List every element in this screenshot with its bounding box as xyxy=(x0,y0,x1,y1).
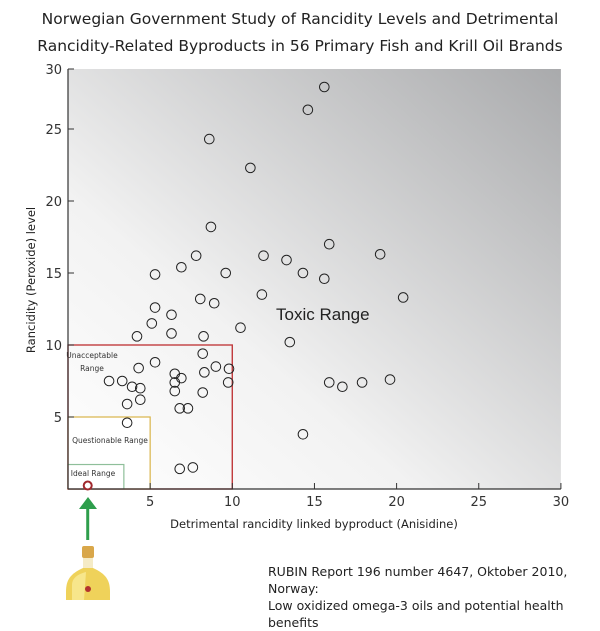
title-line-1: Norwegian Government Study of Rancidity … xyxy=(41,10,559,28)
data-point xyxy=(297,428,309,440)
data-point xyxy=(134,394,146,406)
data-point xyxy=(205,221,217,233)
data-point xyxy=(384,374,396,385)
data-point xyxy=(220,267,232,279)
x-tick-label: 25 xyxy=(470,495,487,510)
data-point xyxy=(174,463,186,475)
data-point xyxy=(103,375,115,387)
y-tick-label: 15 xyxy=(45,267,62,282)
data-point xyxy=(284,336,296,348)
data-point xyxy=(323,377,335,388)
x-tick-label: 5 xyxy=(146,495,154,510)
y-tick-label: 10 xyxy=(45,339,62,354)
data-point xyxy=(121,417,133,429)
y-tick-label: 25 xyxy=(45,123,62,138)
data-point xyxy=(131,331,143,342)
data-point xyxy=(197,387,209,398)
data-point xyxy=(302,104,314,116)
data-point xyxy=(194,293,206,305)
chart-title: Norwegian Government Study of Rancidity … xyxy=(0,6,600,60)
data-point xyxy=(281,254,292,266)
data-point xyxy=(210,361,222,372)
data-point xyxy=(197,348,209,359)
data-point xyxy=(116,375,128,387)
data-point xyxy=(223,363,235,375)
region-box xyxy=(67,463,125,490)
x-axis-label: Detrimental rancidity linked byproduct (… xyxy=(170,517,458,531)
data-point xyxy=(374,248,386,260)
data-point xyxy=(356,377,368,388)
data-point xyxy=(166,309,177,321)
data-point xyxy=(190,250,202,262)
y-tick-label: 5 xyxy=(54,411,62,426)
y-tick-label: 20 xyxy=(45,195,62,210)
x-tick-label: 10 xyxy=(224,495,241,510)
data-point xyxy=(149,269,161,280)
data-point xyxy=(203,133,215,145)
oil-bottle-image xyxy=(66,497,110,600)
region-label: Unacceptable xyxy=(66,351,118,360)
data-point xyxy=(169,377,181,388)
data-point xyxy=(182,403,194,414)
data-point xyxy=(397,292,409,303)
data-point xyxy=(199,367,210,378)
region-label: Range xyxy=(80,364,104,373)
x-tick-label: 20 xyxy=(388,495,405,510)
region-label: Questionable Range xyxy=(72,436,148,445)
title-line-2: Rancidity-Related Byproducts in 56 Prima… xyxy=(37,37,563,55)
data-point xyxy=(174,403,186,414)
data-point xyxy=(319,81,330,93)
data-point xyxy=(256,289,268,300)
data-point xyxy=(149,356,161,368)
data-point xyxy=(258,250,269,262)
x-tick-label: 15 xyxy=(306,495,323,510)
toxic-range-label: Toxic Range xyxy=(276,305,370,324)
arrow-head xyxy=(79,497,97,509)
scatter-chart: Unacceptable Range Questionable Range Ideal… xyxy=(24,63,570,600)
data-point xyxy=(319,273,330,285)
source-line-1: RUBIN Report 196 number 4647, Oktober 20… xyxy=(268,564,568,596)
data-point xyxy=(146,318,158,329)
data-point xyxy=(121,398,133,410)
region-ideal-range: Ideal Range xyxy=(67,463,125,490)
data-point xyxy=(245,162,256,174)
data-point xyxy=(297,267,309,279)
x-tick-label: 30 xyxy=(553,495,570,510)
data-point xyxy=(133,362,144,374)
data-point xyxy=(187,462,199,473)
data-point xyxy=(169,385,181,397)
data-point xyxy=(166,328,177,339)
data-point xyxy=(134,382,146,394)
y-tick-label: 30 xyxy=(45,63,62,78)
data-point xyxy=(222,377,234,388)
source-line-2: Low oxidized omega-3 oils and potential … xyxy=(268,598,564,630)
data-point xyxy=(235,322,246,334)
data-point xyxy=(208,297,220,309)
data-point xyxy=(198,331,209,342)
highlight-point xyxy=(82,480,93,491)
data-point xyxy=(126,381,138,393)
data-point xyxy=(176,261,187,273)
region-label: Ideal Range xyxy=(71,469,116,478)
data-point xyxy=(337,381,348,393)
data-point xyxy=(149,302,161,313)
data-point xyxy=(323,238,335,250)
y-axis-label: Rancidity (Peroxide) level xyxy=(24,207,38,353)
source-citation: RUBIN Report 196 number 4647, Oktober 20… xyxy=(268,563,600,631)
